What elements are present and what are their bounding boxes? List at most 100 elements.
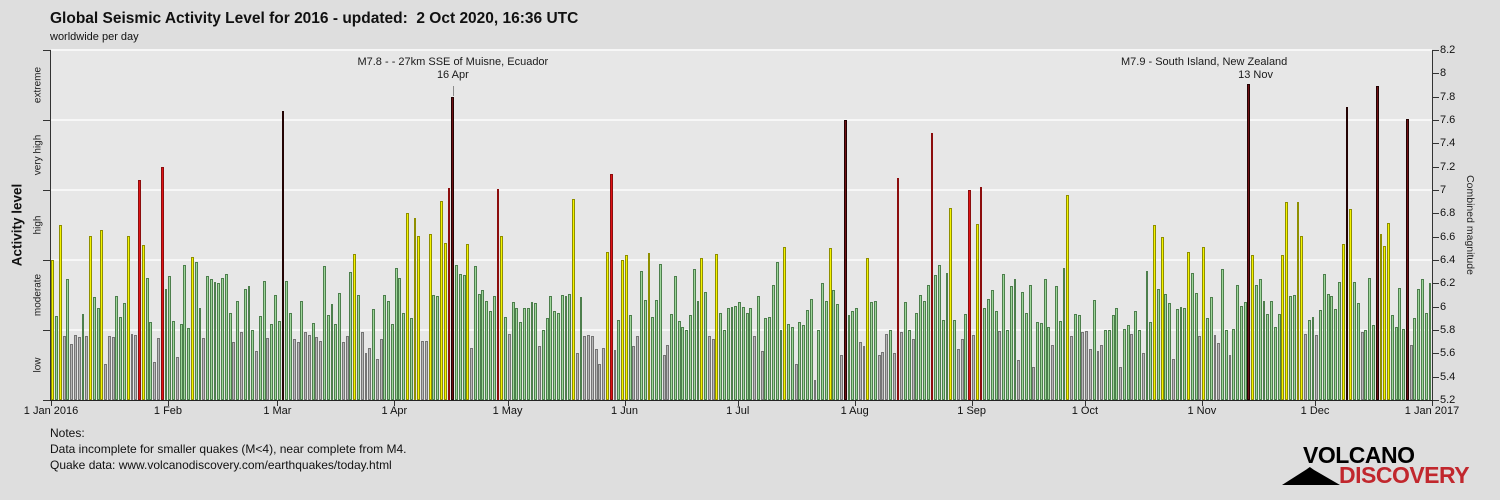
bar-day-272 — [1073, 313, 1077, 400]
annotation-ecuador-pointer — [452, 86, 454, 96]
bar-day-330 — [1292, 295, 1296, 400]
bar-day-46 — [221, 277, 225, 400]
bar-day-145 — [594, 348, 598, 400]
bar-day-180 — [726, 307, 730, 400]
bar-day-217 — [866, 257, 870, 400]
annotation-ecuador-date: 16 Apr — [436, 69, 469, 81]
bar-day-283 — [1115, 307, 1119, 400]
bar-day-34 — [175, 356, 179, 400]
bar-day-122 — [507, 333, 511, 400]
right-axis-tick — [1433, 306, 1439, 308]
bar-day-149 — [609, 173, 613, 400]
bar-day-314 — [1232, 328, 1236, 400]
bar-day-143 — [587, 334, 591, 400]
bar-day-312 — [1224, 330, 1228, 400]
logo-discovery-text: DISCOVERY — [1339, 462, 1470, 488]
bar-day-267 — [1055, 285, 1058, 400]
bar-day-138 — [568, 293, 572, 400]
bar-day-2 — [55, 316, 58, 400]
bar-day-301 — [1183, 307, 1187, 400]
bar-day-321 — [1258, 278, 1262, 400]
magnitude-tick-label: 7.2 — [1440, 160, 1456, 173]
bar-day-28 — [153, 361, 157, 400]
bar-day-280 — [1104, 330, 1107, 400]
bar-day-294 — [1156, 289, 1160, 400]
bar-day-151 — [617, 319, 621, 400]
bar-day-5 — [66, 278, 70, 400]
bar-day-240 — [953, 319, 957, 400]
bar-day-137 — [564, 296, 568, 400]
bar-day-132 — [545, 318, 549, 400]
bar-day-285 — [1122, 328, 1126, 400]
bar-day-45 — [217, 283, 221, 400]
bar-day-130 — [538, 346, 541, 400]
right-axis-tick — [1433, 120, 1439, 121]
bar-day-83 — [360, 332, 364, 400]
left-axis-tick — [43, 50, 50, 51]
notes-block: Notes: Data incomplete for smaller quake… — [50, 425, 406, 473]
month-tick — [737, 401, 739, 406]
bar-day-210 — [839, 354, 843, 400]
month-tick-label: 1 Jul — [726, 405, 750, 417]
right-axis-tick — [1433, 213, 1439, 215]
bar-day-304 — [1194, 292, 1198, 400]
magnitude-tick-label: 6.8 — [1440, 207, 1456, 220]
bar-day-193 — [775, 262, 779, 400]
bar-day-243 — [964, 313, 968, 400]
bar-day-290 — [1141, 353, 1145, 400]
month-tick-label: 1 Oct — [1071, 405, 1099, 417]
chart-title: Global Seismic Activity Level for 2016 -… — [50, 10, 579, 27]
activity-level-label-high: high — [32, 215, 44, 235]
bar-day-12 — [92, 297, 96, 400]
bar-day-295 — [1160, 236, 1164, 400]
gridline — [51, 189, 1432, 191]
bar-day-229 — [911, 339, 915, 400]
bar-day-335 — [1311, 317, 1315, 400]
bar-day-142 — [583, 335, 587, 400]
bar-day-100 — [424, 340, 428, 400]
right-axis-tick — [1433, 376, 1439, 378]
bar-day-67 — [300, 300, 304, 400]
bar-day-42 — [206, 276, 209, 400]
bar-day-126 — [523, 307, 526, 400]
bar-day-253 — [1002, 274, 1006, 400]
bar-day-104 — [439, 200, 443, 400]
bar-day-94 — [402, 312, 406, 400]
left-axis-tick — [43, 330, 50, 331]
bar-day-10 — [85, 335, 89, 400]
annotation-newzealand: M7.9 - South Island, New Zealand 13 Nov — [1121, 56, 1287, 81]
bar-day-261 — [1032, 367, 1036, 400]
bar-day-133 — [549, 296, 553, 400]
right-axis-tick — [1433, 50, 1439, 51]
bar-day-35 — [179, 324, 183, 400]
bar-day-341 — [1334, 309, 1338, 400]
bar-day-4 — [62, 335, 66, 400]
bar-day-307 — [1205, 318, 1209, 400]
bar-day-354 — [1383, 246, 1387, 400]
bar-day-337 — [1319, 310, 1323, 400]
left-axis-title: Activity level — [9, 183, 25, 267]
bar-day-282 — [1111, 314, 1115, 400]
bar-day-303 — [1190, 272, 1194, 400]
bar-day-319 — [1251, 255, 1255, 400]
bar-day-311 — [1221, 269, 1224, 400]
bar-day-351 — [1371, 325, 1375, 400]
month-tick — [624, 401, 626, 406]
month-tick-label: 1 Feb — [153, 405, 183, 417]
bar-day-177 — [715, 254, 719, 400]
month-tick — [51, 401, 52, 406]
bar-day-58 — [266, 338, 270, 400]
bar-day-172 — [696, 300, 700, 400]
bar-day-49 — [232, 341, 236, 400]
bar-day-29 — [157, 338, 160, 400]
month-tick — [854, 401, 856, 406]
notes-line1: Data incomplete for smaller quakes (M<4)… — [50, 442, 407, 456]
bar-day-251 — [994, 311, 998, 400]
bar-day-276 — [1088, 348, 1092, 400]
bar-day-323 — [1266, 313, 1270, 400]
bar-day-60 — [273, 295, 277, 400]
bar-day-116 — [485, 300, 489, 400]
month-tick — [507, 401, 509, 406]
bar-day-110 — [462, 275, 466, 400]
